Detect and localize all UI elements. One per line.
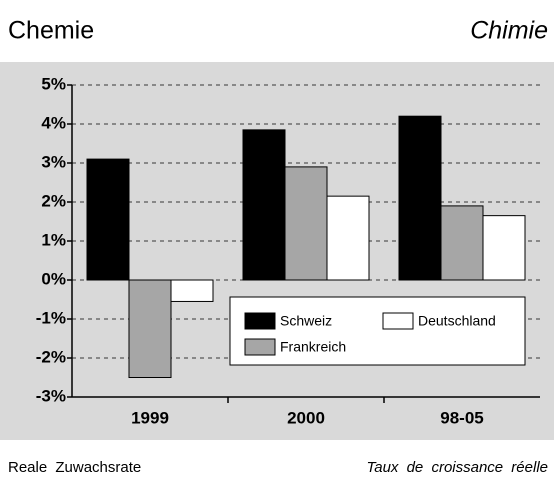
legend-label: Deutschland: [418, 313, 496, 329]
bar: [128, 279, 172, 378]
footer-left: Reale Zuwachsrate: [8, 459, 141, 476]
title-right: Chimie: [470, 17, 548, 45]
y-tick-label: 2%: [41, 191, 66, 210]
legend: [229, 296, 526, 366]
y-tick-label: 1%: [41, 230, 66, 249]
x-tick-label: 1999: [131, 408, 169, 427]
legend-label: Schweiz: [280, 313, 332, 329]
y-tick-label: -2%: [36, 347, 66, 366]
bar: [398, 115, 442, 281]
legend-swatch: [244, 338, 276, 356]
y-tick-label: 5%: [41, 74, 66, 93]
y-tick-label: 4%: [41, 113, 66, 132]
legend-swatch: [244, 312, 276, 330]
x-tick-label: 98-05: [440, 408, 483, 427]
bar: [170, 279, 214, 302]
y-tick-label: -1%: [36, 308, 66, 327]
y-tick-label: -3%: [36, 386, 66, 405]
x-tick-label: 2000: [287, 408, 325, 427]
title-left: Chemie: [8, 17, 94, 45]
bar: [440, 205, 484, 281]
bar: [482, 215, 526, 281]
footer-right: Taux de croissance réelle: [366, 459, 548, 476]
legend-label: Frankreich: [280, 339, 346, 355]
y-tick-label: 3%: [41, 152, 66, 171]
y-tick-label: 0%: [41, 269, 66, 288]
legend-swatch: [382, 312, 414, 330]
bar: [284, 166, 328, 281]
bar: [326, 195, 370, 281]
bar: [242, 129, 286, 281]
bar: [86, 158, 130, 281]
